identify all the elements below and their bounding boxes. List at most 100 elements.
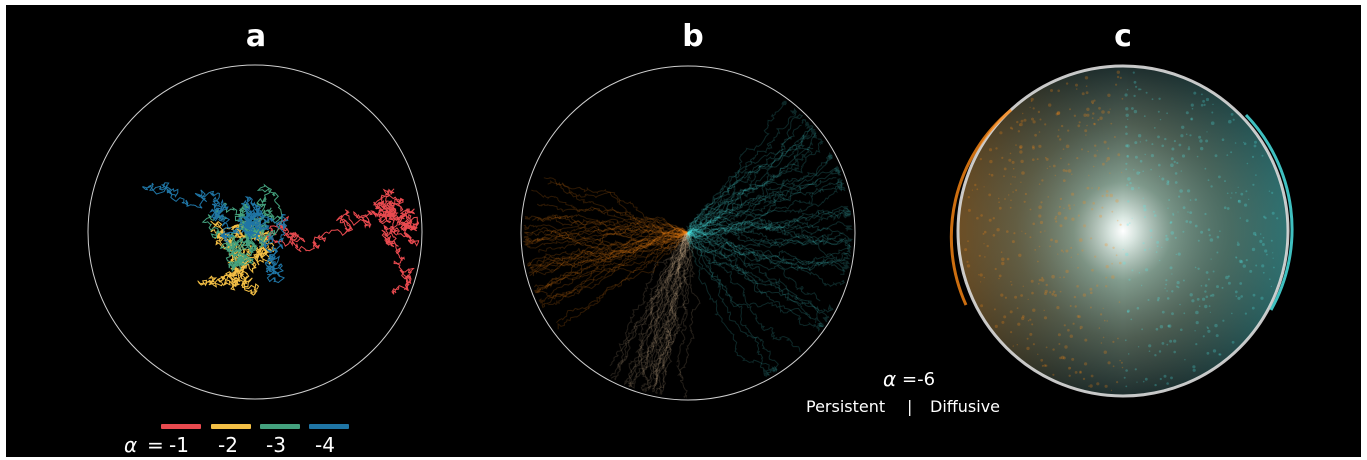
- density-speck: [1102, 336, 1105, 339]
- density-speck: [1074, 305, 1077, 308]
- density-speck: [1171, 147, 1175, 151]
- panel-a-trajectories: [142, 182, 420, 296]
- density-speck: [1022, 112, 1024, 115]
- density-speck: [1084, 338, 1088, 342]
- persistent-path: [528, 232, 689, 276]
- density-speck: [1019, 124, 1021, 126]
- density-speck: [1197, 267, 1200, 270]
- density-speck: [1158, 350, 1162, 353]
- density-speck: [1136, 381, 1138, 383]
- density-speck: [1138, 88, 1141, 91]
- density-speck: [1212, 270, 1215, 273]
- density-speck: [1170, 376, 1173, 380]
- density-speck: [1071, 217, 1075, 221]
- density-speck: [1044, 156, 1047, 159]
- density-speck: [1188, 146, 1190, 148]
- density-speck: [1189, 211, 1193, 215]
- density-speck: [1016, 344, 1018, 346]
- density-speck: [1055, 112, 1059, 116]
- density-speck: [1211, 111, 1214, 114]
- density-speck: [1119, 261, 1122, 265]
- density-speck: [1166, 382, 1169, 385]
- persistent-path: [532, 213, 689, 235]
- density-speck: [1243, 141, 1245, 143]
- density-speck: [1150, 154, 1154, 158]
- diffusive-path: [686, 232, 825, 333]
- density-speck: [1060, 355, 1065, 360]
- density-speck: [1252, 293, 1256, 297]
- density-speck: [1058, 205, 1061, 208]
- legend-value-3: -3: [266, 433, 286, 457]
- density-speck: [1142, 204, 1147, 208]
- panel-c-boundary-circle: [956, 64, 1290, 398]
- intermediate-path: [653, 233, 690, 373]
- legend-swatch-1: [161, 424, 201, 429]
- density-speck: [1098, 327, 1101, 329]
- diffusive-path: [687, 179, 819, 234]
- density-speck: [1069, 305, 1072, 307]
- density-speck: [1088, 385, 1090, 387]
- density-speck: [1202, 335, 1205, 338]
- density-speck: [1128, 278, 1131, 281]
- density-speck: [1249, 269, 1253, 273]
- density-speck: [1235, 256, 1238, 259]
- density-speck: [1130, 186, 1135, 191]
- density-speck: [1206, 131, 1208, 133]
- diffusive-path: [687, 231, 830, 323]
- density-speck: [998, 277, 1000, 280]
- density-speck: [1169, 339, 1173, 343]
- density-speck: [1001, 320, 1005, 324]
- density-speck: [1016, 120, 1019, 124]
- density-speck: [1052, 373, 1055, 376]
- density-speck: [1004, 198, 1006, 200]
- intermediate-path: [659, 232, 689, 396]
- density-speck: [1170, 157, 1174, 161]
- density-speck: [1107, 93, 1111, 98]
- density-speck: [1174, 172, 1178, 175]
- density-speck: [1157, 135, 1160, 139]
- density-speck: [999, 131, 1003, 135]
- density-speck: [1001, 261, 1005, 266]
- density-speck: [1268, 190, 1271, 192]
- density-speck: [1245, 259, 1248, 262]
- density-speck: [1252, 231, 1257, 236]
- density-speck: [1125, 144, 1129, 148]
- diffusive-path: [685, 133, 810, 235]
- persistent-path: [532, 227, 689, 243]
- density-speck: [1056, 111, 1061, 116]
- density-speck: [1208, 234, 1211, 237]
- density-speck: [988, 173, 991, 176]
- diffusive-path: [687, 232, 779, 373]
- persistent-path: [524, 226, 689, 240]
- density-speck: [1237, 199, 1240, 203]
- caption-alpha-value: =-6: [902, 369, 936, 390]
- density-speck: [1155, 327, 1159, 331]
- density-speck: [966, 260, 969, 263]
- density-speck: [992, 234, 996, 237]
- density-speck: [1121, 366, 1124, 369]
- density-speck: [1100, 313, 1103, 316]
- density-speck: [1091, 208, 1094, 211]
- density-speck: [983, 276, 985, 279]
- density-speck: [1143, 248, 1147, 252]
- density-speck: [1052, 348, 1055, 351]
- density-speck: [1178, 195, 1181, 198]
- density-speck: [1230, 113, 1234, 116]
- density-speck: [1112, 340, 1115, 343]
- density-speck: [1083, 224, 1087, 228]
- density-speck: [1077, 253, 1079, 256]
- density-speck: [1081, 249, 1084, 252]
- density-speck: [1091, 117, 1094, 119]
- density-speck: [1089, 287, 1093, 291]
- density-speck: [1124, 339, 1127, 342]
- density-speck: [1034, 133, 1037, 137]
- density-speck: [1077, 266, 1079, 269]
- density-speck: [1165, 283, 1167, 286]
- density-speck: [1021, 230, 1023, 232]
- density-speck: [1169, 266, 1173, 270]
- density-speck: [996, 228, 1000, 232]
- density-speck: [1060, 157, 1062, 160]
- density-speck: [1273, 266, 1275, 269]
- density-speck: [1020, 294, 1023, 297]
- density-speck: [1003, 167, 1007, 171]
